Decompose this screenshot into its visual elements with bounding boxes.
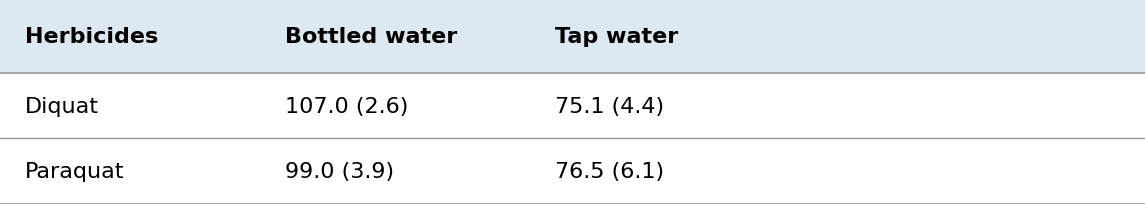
Bar [0, 0, 1145, 73]
Text: 99.0 (3.9): 99.0 (3.9) [285, 161, 394, 181]
Text: 75.1 (4.4): 75.1 (4.4) [555, 96, 664, 116]
Text: Bottled water: Bottled water [285, 27, 457, 47]
Text: Tap water: Tap water [555, 27, 678, 47]
Text: Diquat: Diquat [25, 96, 98, 116]
Text: 76.5 (6.1): 76.5 (6.1) [555, 161, 664, 181]
Text: Herbicides: Herbicides [25, 27, 158, 47]
Text: 107.0 (2.6): 107.0 (2.6) [285, 96, 409, 116]
Text: Paraquat: Paraquat [25, 161, 125, 181]
